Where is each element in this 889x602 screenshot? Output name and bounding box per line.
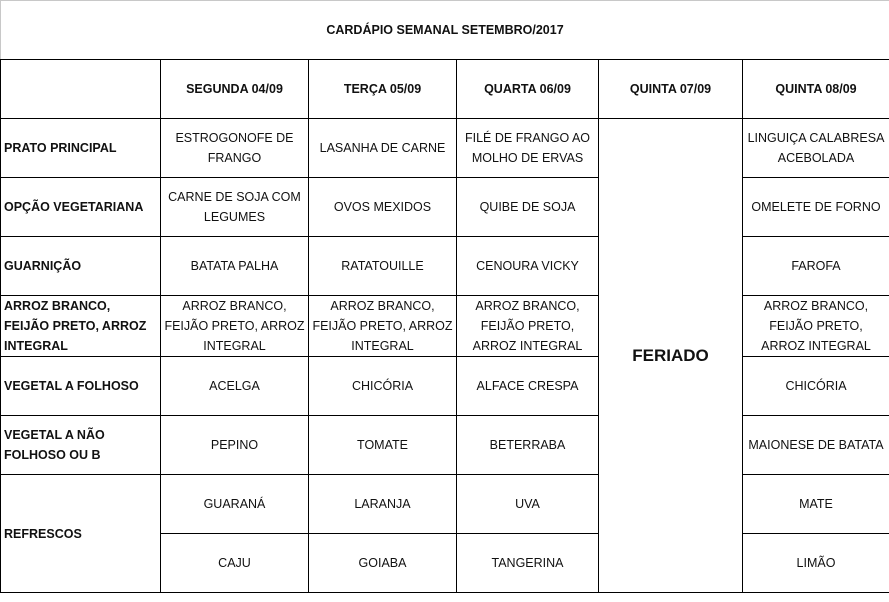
menu-cell: BATATA PALHA <box>160 236 309 296</box>
menu-cell: LINGUIÇA CALABRESA ACEBOLADA <box>742 118 889 178</box>
menu-cell: ARROZ BRANCO, FEIJÃO PRETO, ARROZ INTEGR… <box>308 295 457 357</box>
menu-cell: GUARANÁ <box>160 474 309 534</box>
day-header: QUINTA 07/09 <box>598 59 743 119</box>
menu-cell: LARANJA <box>308 474 457 534</box>
menu-cell: TANGERINA <box>456 533 599 593</box>
menu-title: CARDÁPIO SEMANAL SETEMBRO/2017 <box>0 0 889 60</box>
menu-cell: ESTROGONOFE DE FRANGO <box>160 118 309 178</box>
menu-cell: ARROZ BRANCO, FEIJÃO PRETO, ARROZ INTEGR… <box>160 295 309 357</box>
menu-cell: LASANHA DE CARNE <box>308 118 457 178</box>
menu-cell: TOMATE <box>308 415 457 475</box>
menu-cell: OMELETE DE FORNO <box>742 177 889 237</box>
day-header: QUINTA 08/09 <box>742 59 889 119</box>
day-header: SEGUNDA 04/09 <box>160 59 309 119</box>
menu-cell: UVA <box>456 474 599 534</box>
table-row: VEGETAL A NÃO FOLHOSO OU B PEPINO TOMATE… <box>0 415 889 475</box>
menu-cell: ARROZ BRANCO, FEIJÃO PRETO, ARROZ INTEGR… <box>742 295 889 357</box>
row-label: REFRESCOS <box>0 474 161 593</box>
menu-cell: CENOURA VICKY <box>456 236 599 296</box>
menu-cell: PEPINO <box>160 415 309 475</box>
menu-cell: ACELGA <box>160 356 309 416</box>
table-row: CAJU GOIABA TANGERINA LIMÃO <box>1 533 889 593</box>
menu-cell: RATATOUILLE <box>308 236 457 296</box>
menu-cell: ALFACE CRESPA <box>456 356 599 416</box>
menu-cell: CHICÓRIA <box>308 356 457 416</box>
menu-cell: OVOS MEXIDOS <box>308 177 457 237</box>
menu-cell: CARNE DE SOJA COM LEGUMES <box>160 177 309 237</box>
menu-cell: CAJU <box>160 533 309 593</box>
day-header: QUARTA 06/09 <box>456 59 599 119</box>
menu-cell: FAROFA <box>742 236 889 296</box>
day-header: TERÇA 05/09 <box>308 59 457 119</box>
menu-cell: BETERRABA <box>456 415 599 475</box>
menu-cell: ARROZ BRANCO, FEIJÃO PRETO, ARROZ INTEGR… <box>456 295 599 357</box>
table-row: REFRESCOS GUARANÁ LARANJA UVA MATE <box>0 474 889 593</box>
corner-cell <box>0 59 161 119</box>
row-label: VEGETAL A FOLHOSO <box>0 356 161 416</box>
holiday-cell: FERIADO <box>598 118 743 593</box>
row-label: OPÇÃO VEGETARIANA <box>0 177 161 237</box>
menu-cell: CHICÓRIA <box>742 356 889 416</box>
row-label: PRATO PRINCIPAL <box>0 118 161 178</box>
table-row: ARROZ BRANCO, FEIJÃO PRETO, ARROZ INTEGR… <box>0 295 889 357</box>
menu-cell: LIMÃO <box>742 533 889 593</box>
menu-cell: MAIONESE DE BATATA <box>742 415 889 475</box>
row-label: ARROZ BRANCO, FEIJÃO PRETO, ARROZ INTEGR… <box>0 295 161 357</box>
menu-cell: QUIBE DE SOJA <box>456 177 599 237</box>
menu-cell: GOIABA <box>308 533 457 593</box>
table-row: GUARNIÇÃO BATATA PALHA RATATOUILLE CENOU… <box>0 236 889 296</box>
header-row: SEGUNDA 04/09 TERÇA 05/09 QUARTA 06/09 Q… <box>0 59 889 119</box>
menu-cell: FILÉ DE FRANGO AO MOLHO DE ERVAS <box>456 118 599 178</box>
table-row: OPÇÃO VEGETARIANA CARNE DE SOJA COM LEGU… <box>0 177 889 237</box>
menu-cell: MATE <box>742 474 889 534</box>
row-label: GUARNIÇÃO <box>0 236 161 296</box>
row-label: VEGETAL A NÃO FOLHOSO OU B <box>0 415 161 475</box>
table-row: VEGETAL A FOLHOSO ACELGA CHICÓRIA ALFACE… <box>0 356 889 416</box>
table-row: PRATO PRINCIPAL ESTROGONOFE DE FRANGO LA… <box>0 118 889 593</box>
